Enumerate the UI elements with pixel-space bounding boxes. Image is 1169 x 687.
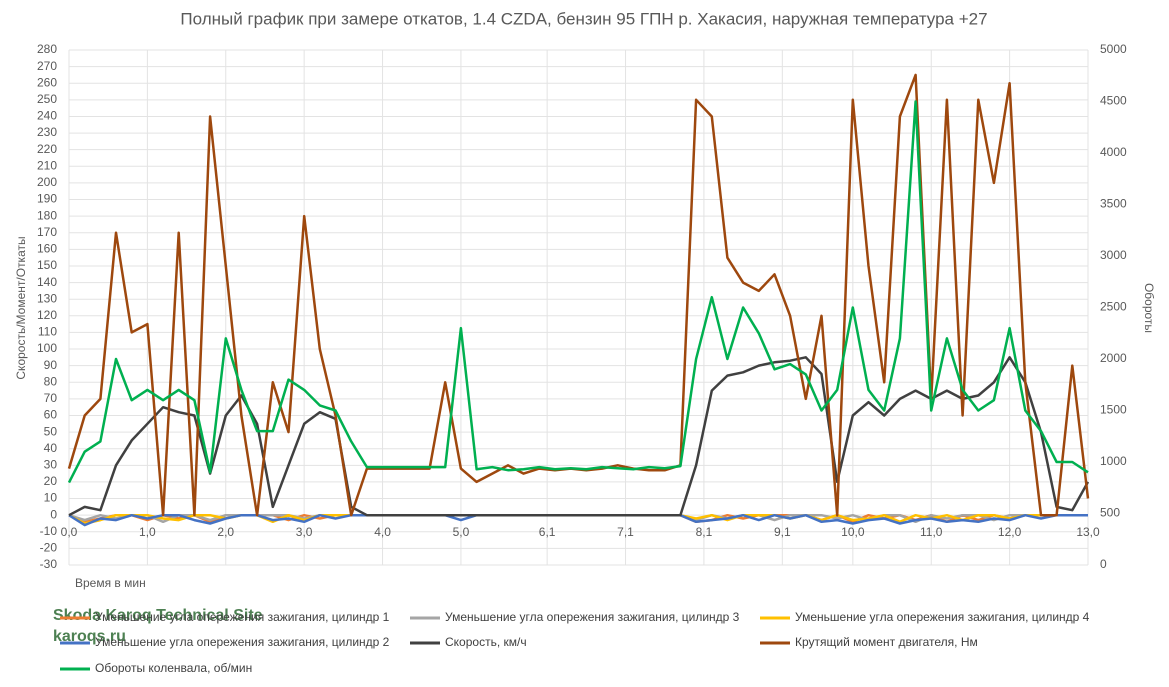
x-tick-label: 7,1 xyxy=(617,525,634,539)
y-tick-label: 170 xyxy=(37,225,57,239)
y2-axis-title: Обороты xyxy=(1142,283,1156,333)
x-axis-title: Время в мин xyxy=(75,576,146,590)
y-tick-label: 230 xyxy=(37,125,57,139)
y-tick-label: 200 xyxy=(37,175,57,189)
y2-tick-label: 3500 xyxy=(1100,197,1127,211)
y2-tick-label: 5000 xyxy=(1100,42,1127,56)
y-tick-label: 100 xyxy=(37,341,57,355)
y2-tick-label: 4000 xyxy=(1100,145,1127,159)
plot-area: -30 -20 -10 0 10 20 30 40 50 60 70 80 90 100 110 120 130… xyxy=(37,42,1127,571)
legend-label: Уменьшение угла опережения зажигания, ци… xyxy=(795,610,1090,624)
legend-label: Скорость, км/ч xyxy=(445,635,527,649)
x-tick-label: 6,1 xyxy=(539,525,556,539)
y-axis-title: Скорость/Момент/Откаты xyxy=(14,236,28,379)
series-line xyxy=(67,100,1089,484)
x-tick-label: 12,0 xyxy=(998,525,1022,539)
watermark: karoqs.ru xyxy=(53,628,126,645)
y-tick-label: 120 xyxy=(37,308,57,322)
y-tick-label: 160 xyxy=(37,242,57,256)
x-tick-label: 9,1 xyxy=(774,525,791,539)
x-tick-label: 1,0 xyxy=(139,525,156,539)
y-tick-label: 80 xyxy=(44,374,58,388)
y-tick-label: 60 xyxy=(44,408,58,422)
y-tick-label: 10 xyxy=(44,491,58,505)
y-tick-label: 270 xyxy=(37,59,57,73)
y2-tick-label: 1500 xyxy=(1100,403,1127,417)
y2-tick-label: 4500 xyxy=(1100,94,1127,108)
y-tick-label: -20 xyxy=(40,541,58,555)
y2-tick-label: 3000 xyxy=(1100,248,1127,262)
legend-label: Уменьшение угла опережения зажигания, ци… xyxy=(95,610,390,624)
y-tick-label: 30 xyxy=(44,457,58,471)
y-tick-label: 240 xyxy=(37,109,57,123)
y-tick-label: 110 xyxy=(38,325,57,339)
y-tick-label: 90 xyxy=(44,358,58,372)
y-tick-label: 260 xyxy=(37,75,57,89)
y-tick-label: 20 xyxy=(44,474,58,488)
x-tick-label: 10,0 xyxy=(841,525,865,539)
legend-label: Крутящий момент двигателя, Нм xyxy=(795,635,978,649)
y2-tick-label: 500 xyxy=(1100,506,1120,520)
x-tick-label: 2,0 xyxy=(217,525,234,539)
legend-label: Обороты коленвала, об/мин xyxy=(95,661,252,675)
x-tick-label: 5,0 xyxy=(453,525,470,539)
x-tick-label: 13,0 xyxy=(1076,525,1100,539)
y-tick-label: 50 xyxy=(44,424,58,438)
y-tick-label: -30 xyxy=(40,557,58,571)
y-tick-label: 0 xyxy=(50,507,57,521)
legend-label: Уменьшение угла опережения зажигания, ци… xyxy=(95,635,390,649)
watermark: Skoda Karoq Technical Site xyxy=(53,607,263,624)
y-tick-label: 210 xyxy=(37,158,57,172)
x-tick-label: 11,0 xyxy=(920,525,943,539)
y-tick-label: 180 xyxy=(37,208,57,222)
chart-title: Полный график при замере откатов, 1.4 CZ… xyxy=(180,9,987,28)
y2-tick-label: 2000 xyxy=(1100,351,1127,365)
x-tick-label: 3,0 xyxy=(296,525,313,539)
y-tick-label: 140 xyxy=(37,275,57,289)
y2-tick-label: 1000 xyxy=(1100,454,1127,468)
x-tick-label: 0,0 xyxy=(61,525,78,539)
y-tick-label: 70 xyxy=(44,391,58,405)
y-tick-label: 190 xyxy=(37,192,57,206)
x-tick-label: 8,1 xyxy=(696,525,713,539)
legend-label: Уменьшение угла опережения зажигания, ци… xyxy=(445,610,740,624)
y2-tick-label: 2500 xyxy=(1100,300,1127,314)
x-tick-label: 4,0 xyxy=(374,525,391,539)
y-tick-label: 280 xyxy=(37,42,57,56)
y-tick-label: 220 xyxy=(37,142,57,156)
y-tick-label: -10 xyxy=(40,524,58,538)
y-tick-label: 40 xyxy=(44,441,58,455)
y2-tick-label: 0 xyxy=(1100,557,1107,571)
y-tick-label: 150 xyxy=(37,258,57,272)
y-tick-label: 130 xyxy=(37,291,57,305)
y-tick-label: 250 xyxy=(37,92,57,106)
